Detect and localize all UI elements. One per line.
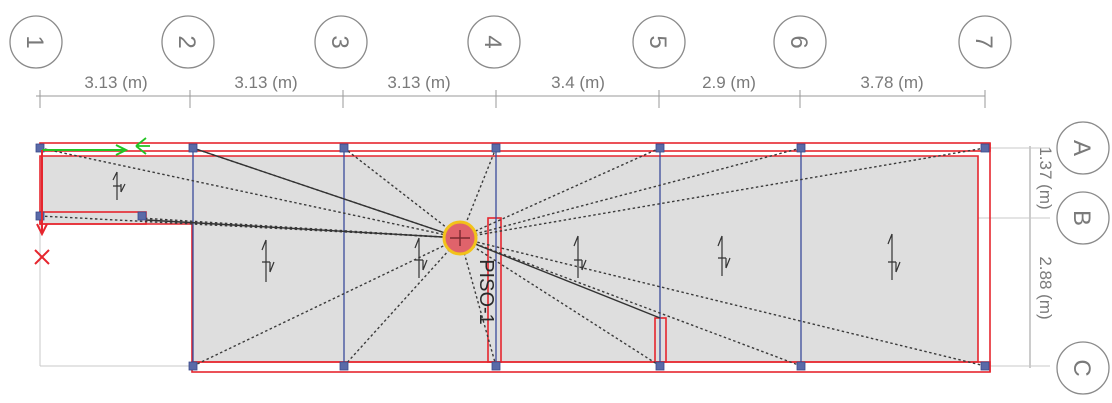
coordinate-axes (34, 137, 150, 265)
grid-bubble-1[interactable]: 1 (9, 15, 63, 69)
svg-text:5: 5 (644, 35, 671, 48)
y-axis-arrow-icon (34, 150, 50, 265)
center-of-mass-marker[interactable] (442, 220, 478, 256)
row-dimension-chain: 1.37 (m) 2.88 (m) (1022, 146, 1055, 368)
svg-text:1: 1 (21, 35, 48, 48)
grid-bubble-C[interactable]: C (1056, 341, 1110, 395)
grid-bubble-3[interactable]: 3 (314, 15, 368, 69)
svg-text:7: 7 (970, 35, 997, 48)
load-arrow-icon (261, 239, 275, 282)
load-direction-arrows (112, 171, 901, 282)
x-axis-arrow-icon (42, 137, 150, 156)
tributary-lines (39, 147, 986, 367)
dimension-label: 3.13 (m) (84, 73, 147, 92)
dimension-label: 2.88 (m) (1036, 256, 1055, 319)
svg-text:B: B (1068, 210, 1095, 226)
svg-text:6: 6 (785, 35, 812, 48)
grid-bubble-4[interactable]: 4 (467, 15, 521, 69)
load-arrow-icon (112, 171, 126, 200)
dimension-label: 3.13 (m) (234, 73, 297, 92)
column-grid-bubbles: 1 2 3 4 5 6 7 (9, 15, 1012, 69)
dimension-label: 1.37 (m) (1036, 146, 1055, 209)
load-arrow-icon (887, 233, 901, 280)
svg-text:C: C (1068, 359, 1095, 376)
column-lines (192, 148, 802, 366)
dimension-label: 2.9 (m) (702, 73, 756, 92)
dimension-label: 3.78 (m) (860, 73, 923, 92)
svg-text:4: 4 (479, 35, 506, 48)
load-arrow-icon (573, 235, 587, 278)
grid-bubble-B[interactable]: B (1056, 191, 1110, 245)
grid-bubble-2[interactable]: 2 (161, 15, 215, 69)
dimension-label: 3.4 (m) (551, 73, 605, 92)
slab-area[interactable] (39, 155, 979, 363)
grid-bubble-A[interactable]: A (1056, 121, 1110, 175)
row-grid-bubbles: A B C (1056, 121, 1110, 395)
grid-bubble-7[interactable]: 7 (958, 15, 1012, 69)
grid-bubble-5[interactable]: 5 (632, 15, 686, 69)
column-dimension-chain: 3.13 (m) 3.13 (m) 3.13 (m) 3.4 (m) 2.9 (… (36, 73, 986, 108)
grid-bubble-6[interactable]: 6 (773, 15, 827, 69)
structural-nodes[interactable] (35, 143, 990, 371)
slab-label: PISO-1 (475, 259, 497, 325)
load-arrow-icon (414, 237, 428, 278)
svg-text:3: 3 (326, 35, 353, 48)
dimension-label: 3.13 (m) (387, 73, 450, 92)
load-arrow-icon (717, 235, 731, 276)
svg-text:A: A (1068, 140, 1095, 156)
svg-text:2: 2 (173, 35, 200, 48)
